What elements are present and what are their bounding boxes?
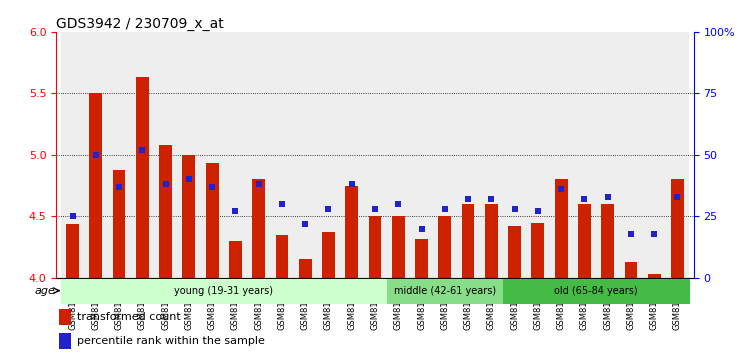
Point — [206, 184, 218, 190]
Text: age: age — [34, 286, 55, 296]
Point — [230, 209, 242, 214]
Point — [299, 221, 311, 227]
Point — [509, 206, 520, 212]
Point — [578, 196, 590, 202]
Point — [648, 231, 660, 236]
Bar — [573, 32, 596, 278]
Bar — [439, 216, 452, 278]
Bar — [457, 32, 480, 278]
Text: percentile rank within the sample: percentile rank within the sample — [76, 336, 265, 346]
Point — [625, 231, 637, 236]
Point — [276, 201, 288, 207]
Bar — [550, 32, 573, 278]
Bar — [59, 333, 71, 349]
Point — [416, 226, 428, 232]
Bar — [112, 170, 125, 278]
Bar — [177, 32, 200, 278]
Bar — [275, 235, 288, 278]
Bar — [368, 216, 382, 278]
Bar — [182, 155, 195, 278]
Point — [160, 182, 172, 187]
Bar — [503, 279, 689, 303]
Bar — [136, 78, 148, 278]
Text: young (19-31 years): young (19-31 years) — [174, 286, 273, 296]
Bar — [84, 32, 107, 278]
Text: old (65-84 years): old (65-84 years) — [554, 286, 638, 296]
Bar — [107, 32, 130, 278]
Bar — [130, 32, 154, 278]
Point — [485, 196, 497, 202]
Bar — [66, 224, 79, 278]
Bar — [270, 32, 293, 278]
Bar — [625, 262, 638, 278]
Bar — [154, 32, 177, 278]
Point — [555, 187, 567, 192]
Bar — [433, 32, 457, 278]
Point — [346, 182, 358, 187]
Bar — [298, 259, 311, 278]
Point — [369, 206, 381, 212]
Bar — [229, 241, 242, 278]
Point — [439, 206, 451, 212]
Point — [67, 213, 79, 219]
Bar — [555, 179, 568, 278]
Bar — [322, 232, 334, 278]
Bar — [480, 32, 503, 278]
Bar — [526, 32, 550, 278]
Bar — [387, 32, 410, 278]
Point — [462, 196, 474, 202]
Bar — [509, 226, 521, 278]
Bar — [596, 32, 619, 278]
Point — [532, 209, 544, 214]
Point — [392, 201, 404, 207]
Bar — [387, 279, 503, 303]
Bar — [671, 179, 684, 278]
Bar — [345, 185, 358, 278]
Bar — [485, 204, 498, 278]
Point — [136, 147, 148, 153]
Bar — [648, 274, 661, 278]
Bar — [602, 204, 614, 278]
Bar — [363, 32, 387, 278]
Point — [602, 194, 613, 200]
Bar — [252, 179, 265, 278]
Bar — [340, 32, 363, 278]
Bar — [666, 32, 689, 278]
Bar — [206, 164, 218, 278]
Bar — [61, 32, 84, 278]
Point — [90, 152, 102, 158]
Point — [113, 184, 125, 190]
Bar — [620, 32, 643, 278]
Bar — [59, 309, 71, 325]
Bar — [503, 32, 526, 278]
Bar — [462, 204, 475, 278]
Bar — [61, 279, 387, 303]
Point — [671, 194, 683, 200]
Bar — [578, 204, 591, 278]
Bar — [392, 216, 405, 278]
Bar — [293, 32, 316, 278]
Bar — [159, 145, 172, 278]
Point — [322, 206, 334, 212]
Bar — [200, 32, 223, 278]
Text: transformed count: transformed count — [76, 312, 181, 322]
Bar — [316, 32, 340, 278]
Point — [253, 182, 265, 187]
Bar — [416, 239, 428, 278]
Bar — [532, 223, 544, 278]
Bar — [247, 32, 270, 278]
Point — [183, 177, 195, 182]
Bar — [89, 93, 102, 278]
Bar — [410, 32, 434, 278]
Bar — [224, 32, 247, 278]
Bar — [643, 32, 666, 278]
Text: GDS3942 / 230709_x_at: GDS3942 / 230709_x_at — [56, 17, 224, 31]
Text: middle (42-61 years): middle (42-61 years) — [394, 286, 496, 296]
